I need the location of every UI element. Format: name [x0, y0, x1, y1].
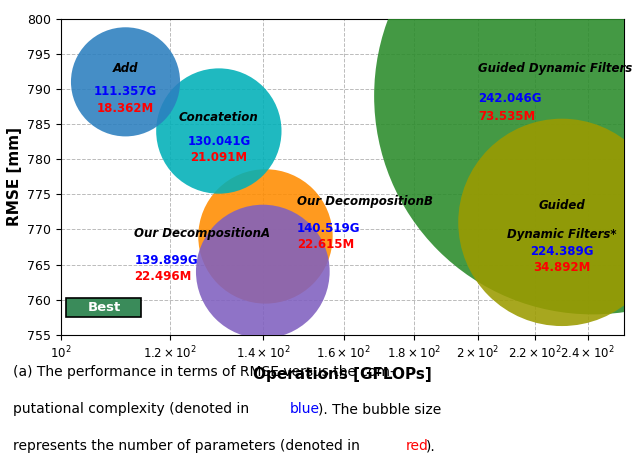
Text: Our DecompositionA: Our DecompositionA	[134, 227, 271, 240]
Text: red: red	[406, 439, 429, 453]
Text: blue: blue	[289, 402, 319, 416]
Text: 21.091M: 21.091M	[190, 151, 248, 164]
Text: Guided Dynamic Filters: Guided Dynamic Filters	[478, 62, 632, 75]
Text: 111.357G: 111.357G	[94, 86, 157, 99]
Point	[588, 92, 598, 100]
Text: 22.496M: 22.496M	[134, 270, 192, 283]
Point	[214, 127, 224, 135]
Text: Guided: Guided	[538, 199, 586, 212]
Text: 224.389G: 224.389G	[530, 245, 594, 258]
Text: Best: Best	[88, 301, 121, 314]
Point	[258, 268, 268, 275]
Point	[260, 232, 271, 240]
Text: 73.535M: 73.535M	[478, 110, 535, 123]
X-axis label: Operations [GFLOPs]: Operations [GFLOPs]	[253, 367, 432, 382]
Text: Add: Add	[113, 62, 138, 75]
Text: 242.046G: 242.046G	[478, 93, 541, 106]
Text: ). The bubble size: ). The bubble size	[318, 402, 442, 416]
Text: (a) The performance in terms of RMSE versus the com-: (a) The performance in terms of RMSE ver…	[13, 365, 395, 379]
Y-axis label: RMSE [mm]: RMSE [mm]	[6, 127, 22, 226]
Text: represents the number of parameters (denoted in: represents the number of parameters (den…	[13, 439, 364, 453]
Text: ).: ).	[426, 439, 435, 453]
Text: 18.362M: 18.362M	[97, 101, 154, 114]
Text: Concatetion: Concatetion	[179, 111, 259, 124]
Text: Dynamic Filters*: Dynamic Filters*	[507, 228, 617, 241]
Point	[557, 219, 567, 226]
Text: 130.041G: 130.041G	[188, 134, 250, 147]
Text: 22.615M: 22.615M	[297, 238, 354, 251]
Point	[120, 78, 131, 86]
Text: 140.519G: 140.519G	[297, 222, 360, 235]
FancyBboxPatch shape	[65, 298, 141, 317]
Text: 34.892M: 34.892M	[533, 261, 591, 274]
Text: putational complexity (denoted in: putational complexity (denoted in	[13, 402, 253, 416]
Text: Our DecompositionB: Our DecompositionB	[297, 195, 433, 208]
Text: 139.899G: 139.899G	[134, 254, 198, 267]
